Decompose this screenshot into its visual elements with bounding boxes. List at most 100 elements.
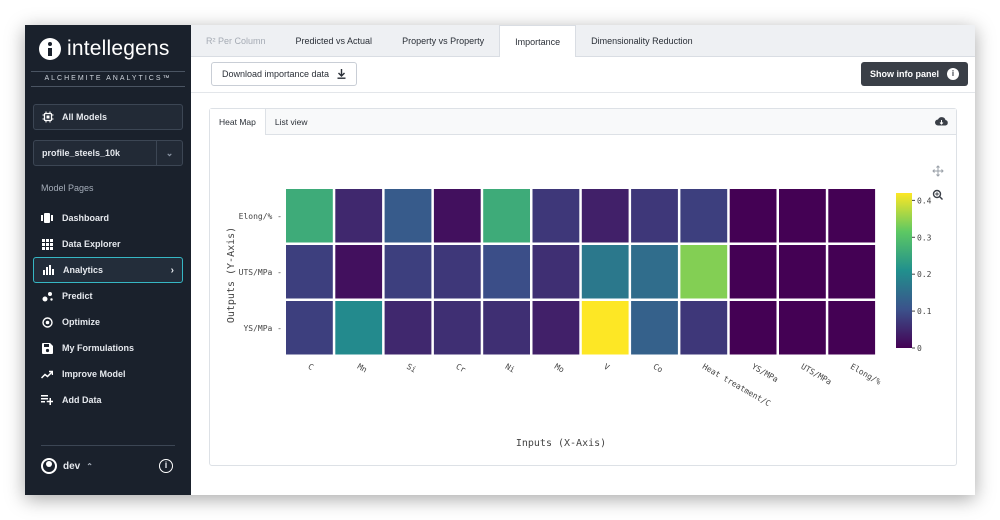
colorbar-gradient — [896, 193, 912, 348]
main-panel: R² Per Column Predicted vs Actual Proper… — [191, 25, 975, 495]
heatmap-cell[interactable] — [483, 189, 530, 243]
heatmap-cell[interactable] — [631, 245, 678, 299]
toolbar: Download importance data Show info panel… — [191, 57, 975, 93]
divider — [41, 445, 175, 446]
heatmap-cell[interactable] — [581, 245, 629, 299]
heatmap-cell[interactable] — [680, 301, 728, 355]
sidebar-item-optimize[interactable]: Optimize — [33, 309, 183, 335]
logo-text: intellegens — [67, 37, 170, 60]
heatmap-cell[interactable] — [828, 301, 876, 355]
user-name: dev — [63, 460, 81, 472]
heatmap-cell[interactable] — [335, 189, 383, 243]
heatmap-cell[interactable] — [828, 245, 876, 299]
tab-dimensionality-reduction[interactable]: Dimensionality Reduction — [591, 36, 693, 46]
heatmap-cell[interactable] — [384, 301, 432, 355]
sidebar-item-analytics[interactable]: Analytics › — [33, 257, 183, 283]
user-menu[interactable]: dev ⌃ — [41, 458, 93, 474]
x-tick-label: V — [602, 362, 611, 372]
heatmap-cell[interactable] — [335, 301, 383, 355]
tab-importance[interactable]: Importance — [499, 25, 577, 58]
cloud-download-icon[interactable] — [935, 116, 948, 126]
sidebar-item-label: Add Data — [62, 395, 102, 405]
tab-heat-map[interactable]: Heat Map — [210, 109, 266, 135]
heatmap-cell[interactable] — [729, 301, 777, 355]
sidebar: intellegens ALCHEMITE ANALYTICS™ All Mod… — [25, 25, 191, 495]
x-axis-title: Inputs (X-Axis) — [516, 438, 606, 449]
heatmap-cell[interactable] — [384, 245, 432, 299]
colorbar: 0 0.1 0.2 0.3 0.4 — [896, 193, 932, 353]
colorbar-tick-label: 0.4 — [917, 196, 932, 205]
heatmap-cell[interactable] — [532, 245, 580, 299]
sidebar-item-label: Dashboard — [62, 213, 110, 223]
heatmap-cell[interactable] — [680, 189, 728, 243]
heatmap-cell[interactable] — [779, 301, 826, 355]
tab-list-view[interactable]: List view — [274, 117, 308, 127]
view-tabs: Heat Map List view — [210, 109, 956, 135]
heatmap-cell[interactable] — [483, 245, 530, 299]
dashboard-icon — [41, 212, 53, 224]
bar-chart-icon — [42, 264, 54, 276]
heatmap-cell[interactable] — [286, 301, 333, 355]
info-panel-label: Show info panel — [870, 69, 939, 79]
heatmap-cell[interactable] — [286, 189, 333, 243]
heatmap-cell[interactable] — [286, 245, 333, 299]
target-icon — [41, 316, 53, 328]
sidebar-item-add-data[interactable]: Add Data — [33, 387, 183, 413]
heatmap-cell[interactable] — [532, 189, 580, 243]
sidebar-item-improve-model[interactable]: Improve Model — [33, 361, 183, 387]
heatmap-cell[interactable] — [729, 245, 777, 299]
app-window: intellegens ALCHEMITE ANALYTICS™ All Mod… — [25, 25, 975, 495]
heatmap-cell[interactable] — [680, 245, 728, 299]
colorbar-tick-label: 0.3 — [917, 233, 932, 242]
heatmap-cell[interactable] — [483, 301, 530, 355]
chip-icon — [42, 111, 54, 123]
sidebar-item-label: Predict — [62, 291, 93, 301]
importance-heatmap[interactable]: C Mn Si Cr Ni Mo V Co Heat treatment/CYS/MPa UTS/… — [210, 136, 956, 466]
heatmap-cell[interactable] — [779, 189, 826, 243]
heatmap-cell[interactable] — [631, 189, 678, 243]
info-icon[interactable]: i — [159, 459, 173, 473]
download-importance-button[interactable]: Download importance data — [211, 62, 358, 86]
product-tagline: ALCHEMITE ANALYTICS™ — [31, 71, 185, 87]
heatmap-cell[interactable] — [828, 189, 876, 243]
heatmap-cell[interactable] — [335, 245, 383, 299]
chevron-down-icon[interactable]: ⌄ — [156, 141, 182, 165]
info-icon: i — [947, 68, 959, 80]
heatmap-cell[interactable] — [631, 301, 678, 355]
sidebar-item-dashboard[interactable]: Dashboard — [33, 205, 183, 231]
show-info-panel-button[interactable]: Show info panel i — [861, 62, 968, 86]
heatmap-cell[interactable] — [433, 189, 481, 243]
download-label: Download importance data — [222, 69, 330, 79]
move-icon[interactable] — [932, 165, 944, 177]
sidebar-item-predict[interactable]: Predict — [33, 283, 183, 309]
x-tick-label: Cr — [454, 362, 467, 375]
chevron-up-icon: ⌃ — [86, 461, 93, 471]
logo-icon — [39, 38, 61, 60]
zoom-icon[interactable] — [932, 189, 943, 200]
heatmap-cell[interactable] — [729, 189, 777, 243]
x-tick-label: C — [306, 362, 315, 372]
sidebar-item-my-formulations[interactable]: My Formulations — [33, 335, 183, 361]
tab-predicted-vs-actual[interactable]: Predicted vs Actual — [295, 36, 373, 46]
sidebar-item-label: Analytics — [63, 265, 104, 275]
heatmap-cell[interactable] — [532, 301, 580, 355]
tab-r2-per-column[interactable]: R² Per Column — [206, 36, 266, 46]
tab-property-vs-property[interactable]: Property vs Property — [402, 36, 485, 46]
download-icon — [337, 69, 346, 79]
sidebar-item-label: Data Explorer — [62, 239, 121, 249]
trend-icon — [41, 368, 53, 380]
y-axis-title: Outputs (Y-Axis) — [226, 227, 237, 323]
x-tick-label: Mn — [356, 362, 369, 375]
x-tick-label: YS/MPa — [750, 362, 780, 384]
heatmap-cell[interactable] — [433, 301, 481, 355]
model-select[interactable]: profile_steels_10k ⌄ — [33, 140, 183, 166]
logo: intellegens — [39, 37, 170, 61]
heatmap-cell[interactable] — [581, 189, 629, 243]
heatmap-cell[interactable] — [779, 245, 826, 299]
heatmap-cell[interactable] — [581, 301, 629, 355]
chevron-right-icon: › — [170, 264, 174, 276]
heatmap-cell[interactable] — [384, 189, 432, 243]
heatmap-cell[interactable] — [433, 245, 481, 299]
all-models-button[interactable]: All Models — [33, 104, 183, 130]
sidebar-item-data-explorer[interactable]: Data Explorer — [33, 231, 183, 257]
